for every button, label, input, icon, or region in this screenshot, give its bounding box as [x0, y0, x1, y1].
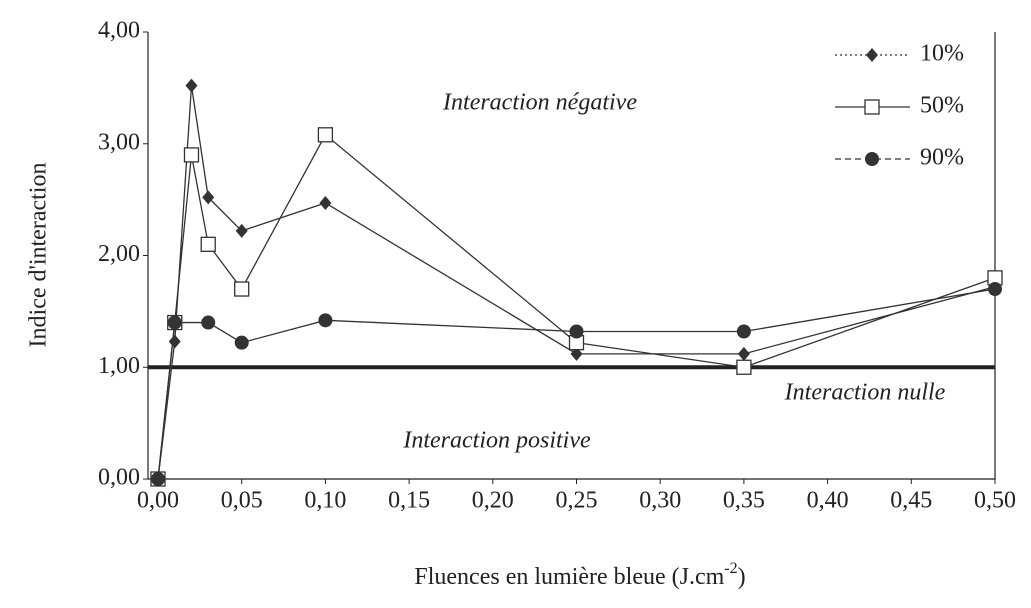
- x-label-sup: -2: [724, 560, 737, 577]
- data-point: [988, 282, 1002, 297]
- x-label-main: Fluences en lumière bleue (J.cm: [414, 564, 724, 590]
- legend-label: 90%: [920, 145, 964, 171]
- data-point: [201, 315, 216, 330]
- data-point: [168, 334, 181, 349]
- data-point: [569, 324, 584, 339]
- y-tick-label: 1,00: [98, 353, 140, 379]
- data-point: [317, 127, 334, 143]
- legend-label: 50%: [920, 93, 964, 119]
- x-axis-label: Fluences en lumière bleue (J.cm-2): [414, 560, 745, 590]
- data-point: [570, 346, 583, 361]
- data-point: [736, 324, 751, 339]
- legend-marker: [865, 152, 879, 166]
- data-point: [235, 223, 248, 238]
- data-point: [234, 335, 249, 350]
- data-point: [185, 78, 198, 93]
- legend-marker: [866, 48, 878, 62]
- data-point: [183, 147, 200, 163]
- annotation: Interaction nulle: [784, 380, 946, 406]
- annotation: Interaction positive: [402, 428, 591, 454]
- legend-marker: [864, 99, 880, 115]
- data-point: [167, 315, 182, 330]
- series-line: [157, 85, 996, 480]
- data-point: [737, 346, 750, 361]
- x-tick-label: 0,40: [807, 488, 849, 514]
- x-tick-label: 0,30: [639, 488, 681, 514]
- y-axis-label: Indice d'interaction: [26, 163, 52, 348]
- y-tick-label: 3,00: [98, 129, 140, 155]
- x-tick-label: 0,25: [556, 488, 598, 514]
- y-tick-label: 2,00: [98, 241, 140, 267]
- x-tick-label: 0,45: [890, 488, 932, 514]
- data-point: [234, 281, 250, 297]
- data-point: [151, 472, 165, 486]
- x-tick-label: 0,35: [723, 488, 765, 514]
- data-point: [319, 195, 332, 210]
- x-tick-label: 0,20: [472, 488, 514, 514]
- data-point: [202, 190, 215, 205]
- legend-label: 10%: [920, 41, 964, 67]
- x-tick-label: 0,15: [388, 488, 430, 514]
- y-tick-label: 0,00: [98, 465, 140, 491]
- data-point: [200, 236, 216, 252]
- data-point: [318, 313, 333, 328]
- y-tick-label: 4,00: [98, 18, 140, 44]
- x-label-end: ): [738, 564, 746, 590]
- x-tick-label: 0,50: [974, 488, 1016, 514]
- annotation: Interaction négative: [442, 90, 637, 116]
- data-point: [736, 359, 752, 375]
- x-tick-label: 0,10: [304, 488, 346, 514]
- x-tick-label: 0,00: [137, 488, 179, 514]
- x-tick-label: 0,05: [221, 488, 263, 514]
